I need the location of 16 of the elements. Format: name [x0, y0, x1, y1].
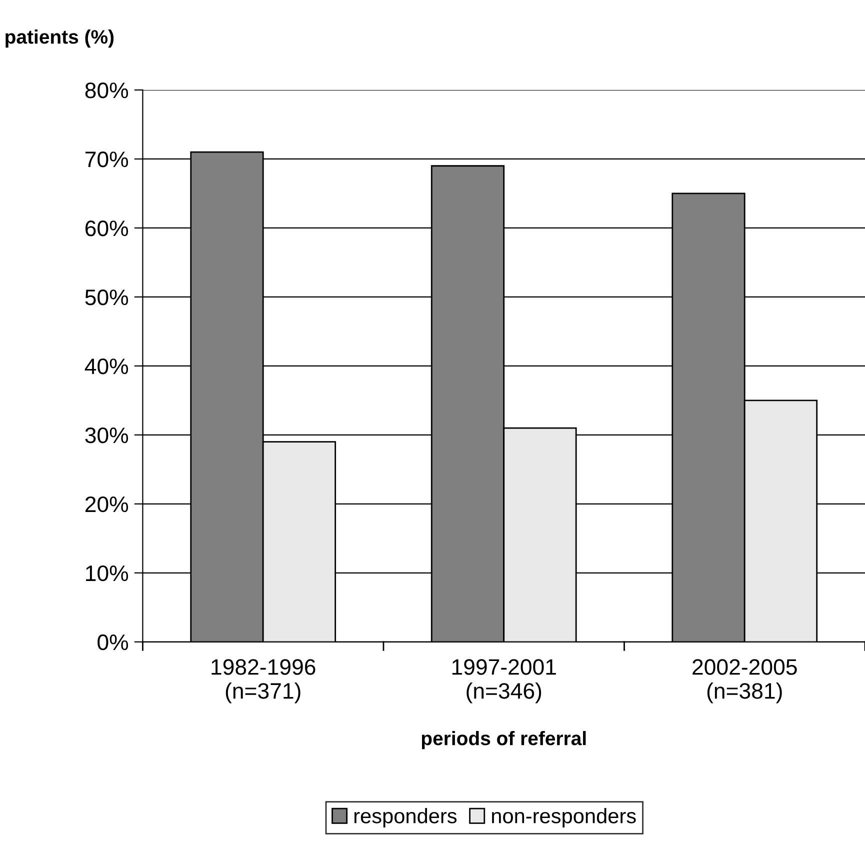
- y-tick-label: 40%: [84, 358, 128, 374]
- y-tick-label: 50%: [85, 289, 128, 306]
- legend-label: responders: [354, 808, 457, 828]
- x-axis-title: periods of referral: [422, 730, 586, 750]
- y-axis-title: patients (%): [6, 30, 114, 48]
- y-tick-label: 20%: [85, 496, 128, 512]
- y-tick-label: 30%: [85, 427, 128, 444]
- y-tick-label: 70%: [86, 152, 128, 168]
- legend-label: non-responders: [492, 808, 636, 828]
- x-tick-label: 2002-2005 (n=381): [692, 659, 797, 704]
- y-tick-label: 0%: [98, 634, 128, 650]
- y-tick-label: 60%: [85, 220, 128, 236]
- x-tick-label: 1982-1996 (n=371): [212, 659, 316, 704]
- y-tick-label: 80%: [85, 82, 128, 98]
- x-tick-label: 1997-2001 (n=346): [452, 659, 556, 704]
- y-tick-label: 10%: [86, 565, 128, 582]
